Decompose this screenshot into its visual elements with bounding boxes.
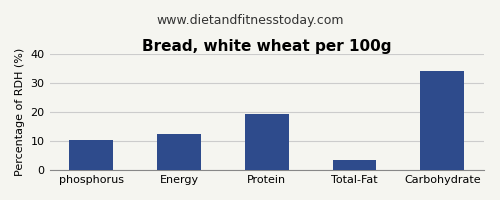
Text: www.dietandfitnesstoday.com: www.dietandfitnesstoday.com bbox=[156, 14, 344, 27]
Bar bbox=[70, 140, 113, 170]
Bar bbox=[420, 71, 464, 170]
Bar bbox=[332, 160, 376, 170]
Title: Bread, white wheat per 100g: Bread, white wheat per 100g bbox=[142, 39, 392, 54]
Bar bbox=[245, 114, 288, 170]
Y-axis label: Percentage of RDH (%): Percentage of RDH (%) bbox=[15, 48, 25, 176]
Bar bbox=[157, 134, 201, 170]
